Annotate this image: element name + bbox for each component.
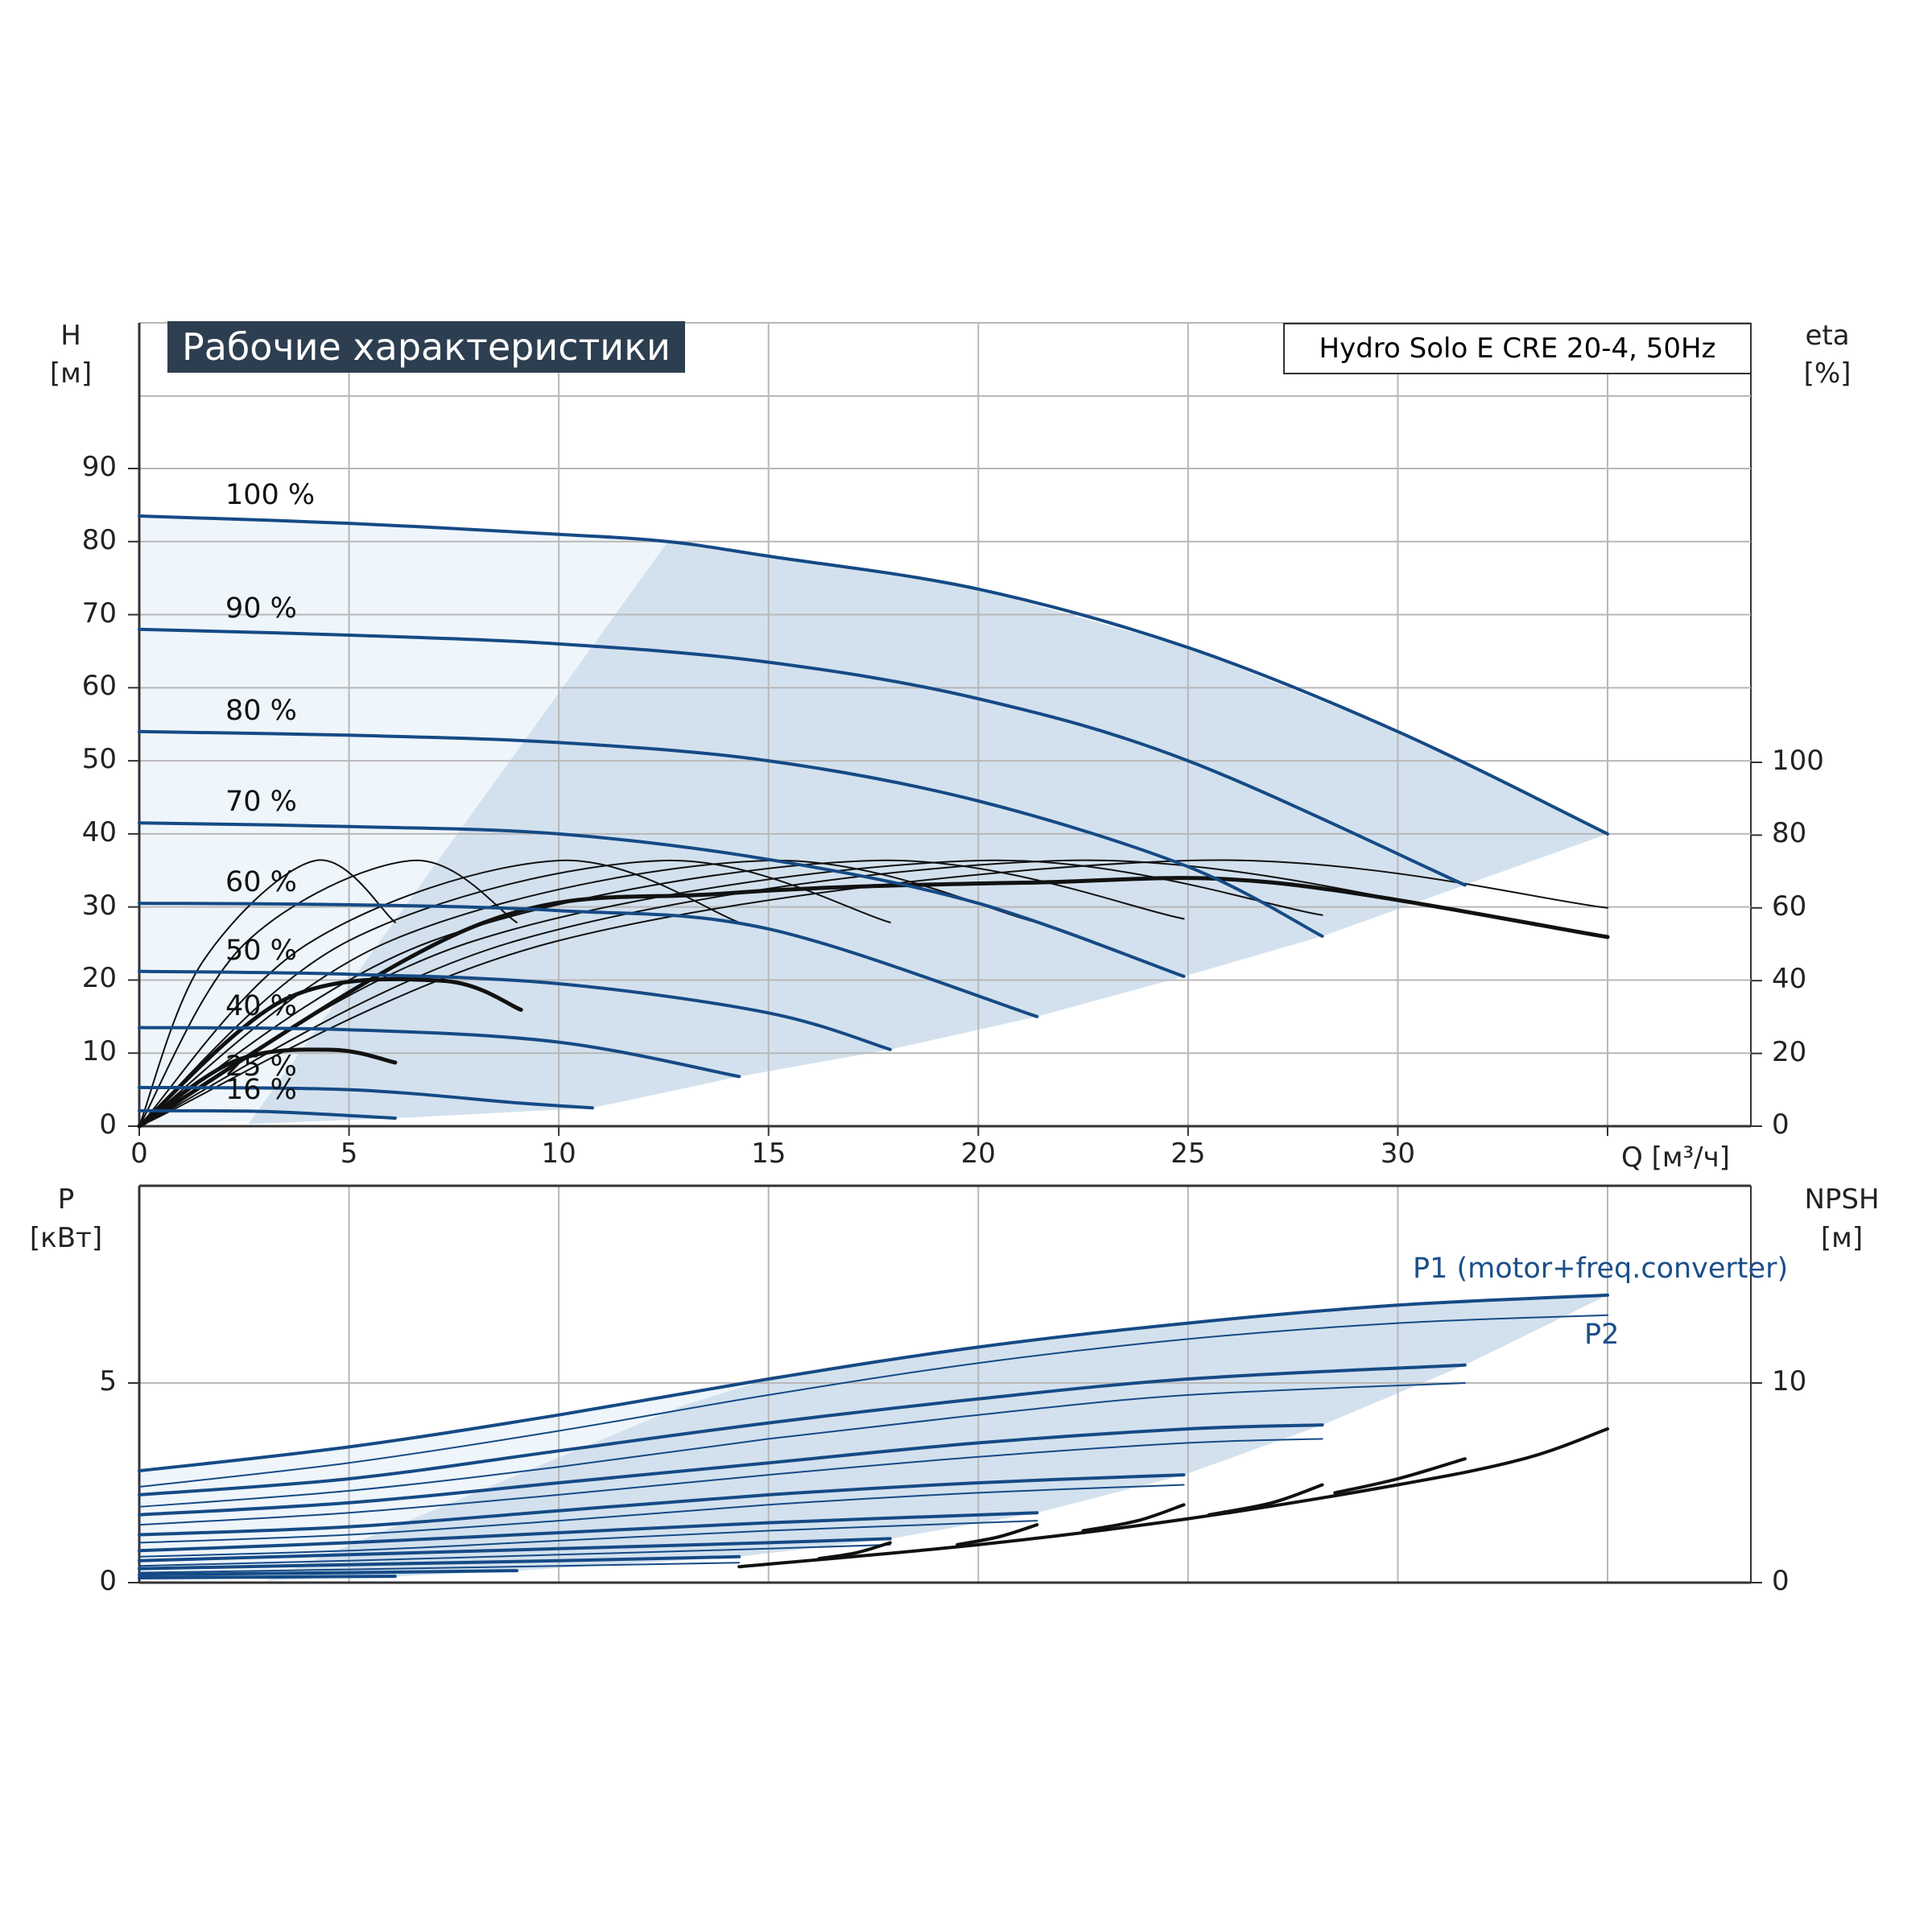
p2-curve <box>138 1382 1466 1508</box>
efficiency-curve <box>137 976 523 1129</box>
head-curve <box>138 1026 741 1079</box>
efficiency-curve <box>137 876 1610 1129</box>
model-label: Hydro Solo E CRE 20-4, 50Hz <box>1283 323 1752 374</box>
efficiency-curve <box>138 859 891 1127</box>
head-curve <box>138 627 1467 887</box>
efficiency-curve <box>137 1047 398 1129</box>
p2-curve <box>138 1314 1608 1488</box>
p1-curve <box>138 1554 741 1571</box>
chart-title: Рабочие характеристики <box>167 321 685 373</box>
y-tick-label: 50 <box>81 743 117 776</box>
head-efficiency-plot <box>128 322 1762 1136</box>
head-curve <box>138 902 1039 1018</box>
p1-curve-label: P1 (motor+freq.converter) <box>1413 1253 1789 1285</box>
p-tick-label: 5 <box>99 1365 117 1397</box>
y2-tick-label: 0 <box>1772 1108 1790 1141</box>
speed-label: 80 % <box>225 694 297 727</box>
head-axis-unit: [м] <box>49 357 93 390</box>
p1-curve <box>138 1537 892 1563</box>
power-axis-unit: [кВт] <box>29 1222 103 1254</box>
speed-label: 60 % <box>225 866 297 899</box>
efficiency-curve <box>138 859 518 1127</box>
y-tick-label: 90 <box>81 451 117 483</box>
y-tick-label: 10 <box>81 1035 117 1068</box>
y-tick-label: 20 <box>81 962 117 995</box>
p1-curve <box>138 1575 397 1579</box>
head-curve <box>138 1108 397 1120</box>
y-tick-label: 30 <box>81 889 117 922</box>
efficiency-axis-symbol: eta <box>1805 320 1850 352</box>
p-tick-label: 0 <box>99 1565 117 1597</box>
npsh-curve <box>1081 1503 1186 1533</box>
x-tick-label: 20 <box>960 1137 996 1170</box>
p1-curve <box>138 1569 518 1577</box>
p1-curve <box>138 1293 1609 1473</box>
y2-tick-label: 40 <box>1772 963 1807 996</box>
speed-label: 70 % <box>225 786 297 819</box>
power-range-dark <box>265 1294 1608 1581</box>
efficiency-axis-unit: [%] <box>1803 357 1852 390</box>
efficiency-curve <box>138 859 1038 1127</box>
speed-label: 100 % <box>225 479 316 511</box>
npsh-curve <box>817 1541 892 1561</box>
p1-curve <box>138 1423 1324 1517</box>
npsh-tick-label: 10 <box>1772 1365 1807 1397</box>
head-curve <box>138 969 892 1051</box>
speed-label: 25 % <box>225 1050 297 1083</box>
x-tick-label: 10 <box>541 1137 576 1170</box>
p1-curve <box>138 1363 1467 1496</box>
head-curve <box>138 514 1609 836</box>
speed-label: 40 % <box>225 990 297 1023</box>
efficiency-curve <box>138 859 741 1127</box>
p1-curve <box>138 1473 1186 1537</box>
speed-label: 50 % <box>225 934 297 967</box>
y2-tick-label: 80 <box>1772 817 1807 850</box>
y2-tick-label: 100 <box>1772 745 1824 777</box>
y2-tick-label: 20 <box>1772 1035 1807 1068</box>
p2-curve <box>138 1438 1323 1526</box>
p2-curve <box>138 1484 1185 1544</box>
y-tick-label: 60 <box>81 670 117 703</box>
head-curve <box>138 1085 594 1110</box>
y-tick-label: 80 <box>81 523 117 556</box>
npsh-curve <box>1333 1457 1467 1495</box>
p2-curve <box>138 1562 741 1574</box>
x-tick-label: 5 <box>340 1137 358 1170</box>
p1-curve <box>138 1511 1039 1553</box>
flow-axis-label: Q [м³/ч] <box>1621 1141 1730 1174</box>
power-axis-symbol: P <box>57 1183 75 1216</box>
npsh-axis-symbol: NPSH <box>1804 1183 1880 1216</box>
p2-curve <box>138 1543 891 1567</box>
x-tick-label: 25 <box>1170 1137 1206 1170</box>
y-tick-label: 40 <box>81 815 117 848</box>
npsh-curve <box>956 1523 1039 1546</box>
speed-label: 16 % <box>225 1073 297 1106</box>
x-tick-label: 15 <box>751 1137 786 1170</box>
x-tick-label: 0 <box>130 1137 148 1170</box>
speed-label: 90 % <box>225 592 297 625</box>
x-tick-label: 30 <box>1380 1137 1416 1170</box>
efficiency-curve <box>138 859 1466 1127</box>
p2-curve-label: P2 <box>1584 1319 1620 1351</box>
y2-tick-label: 60 <box>1772 890 1807 923</box>
head-axis-symbol: H <box>60 320 81 352</box>
npsh-axis-unit: [м] <box>1820 1222 1864 1254</box>
head-curve <box>138 729 1324 938</box>
power-npsh-plot <box>128 1184 1762 1584</box>
y-tick-label: 70 <box>81 597 117 630</box>
npsh-curve <box>1207 1483 1324 1517</box>
y-tick-label: 0 <box>99 1108 117 1141</box>
p2-curve <box>138 1520 1038 1558</box>
head-curve <box>138 821 1186 978</box>
npsh-tick-label: 0 <box>1772 1565 1790 1597</box>
